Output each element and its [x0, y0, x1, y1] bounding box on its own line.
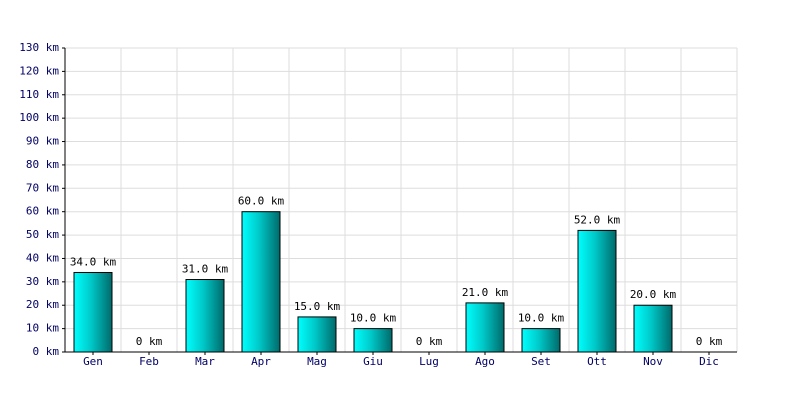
value-label: 10.0 km: [350, 312, 397, 325]
x-tick-label: Ott: [587, 355, 607, 368]
bar: [241, 211, 281, 353]
y-tick-label: 40 km: [26, 251, 59, 264]
y-tick-label: 10 km: [26, 322, 59, 335]
bar: [633, 304, 673, 353]
y-tick-label: 30 km: [26, 275, 59, 288]
x-tick-label: Dic: [699, 355, 719, 368]
y-tick-label: 110 km: [19, 88, 59, 101]
value-label: 10.0 km: [518, 312, 565, 325]
bar: [465, 302, 505, 353]
y-tick-label: 20 km: [26, 298, 59, 311]
y-tick-label: 90 km: [26, 135, 59, 148]
value-label: 60.0 km: [238, 195, 285, 208]
x-tick-label: Set: [531, 355, 551, 368]
y-tick-label: 70 km: [26, 181, 59, 194]
x-tick-label: Gen: [83, 355, 103, 368]
y-tick-label: 130 km: [19, 41, 59, 54]
bar: [353, 328, 393, 353]
value-label: 0 km: [136, 335, 163, 348]
x-tick-label: Feb: [139, 355, 159, 368]
bar: [521, 328, 561, 353]
y-tick-label: 120 km: [19, 64, 59, 77]
x-tick-label: Nov: [643, 355, 663, 368]
x-tick-label: Apr: [251, 355, 271, 368]
value-label: 0 km: [696, 335, 723, 348]
bar: [185, 279, 225, 353]
x-tick-label: Mag: [307, 355, 327, 368]
x-tick-label: Mar: [195, 355, 215, 368]
value-label: 34.0 km: [70, 255, 117, 268]
x-tick-label: Lug: [419, 355, 439, 368]
value-label: 0 km: [416, 335, 443, 348]
value-label: 15.0 km: [294, 300, 341, 313]
value-label: 21.0 km: [462, 286, 509, 299]
x-tick-label: Ago: [475, 355, 495, 368]
y-tick-label: 60 km: [26, 205, 59, 218]
y-tick-label: 80 km: [26, 158, 59, 171]
value-label: 31.0 km: [182, 263, 229, 276]
bar: [73, 271, 113, 353]
y-tick-label: 0 km: [33, 345, 60, 358]
x-tick-label: Giu: [363, 355, 383, 368]
bar: [577, 229, 617, 353]
value-label: 52.0 km: [574, 213, 621, 226]
value-label: 20.0 km: [630, 288, 677, 301]
y-tick-label: 50 km: [26, 228, 59, 241]
bar: [297, 316, 337, 353]
y-tick-label: 100 km: [19, 111, 59, 124]
